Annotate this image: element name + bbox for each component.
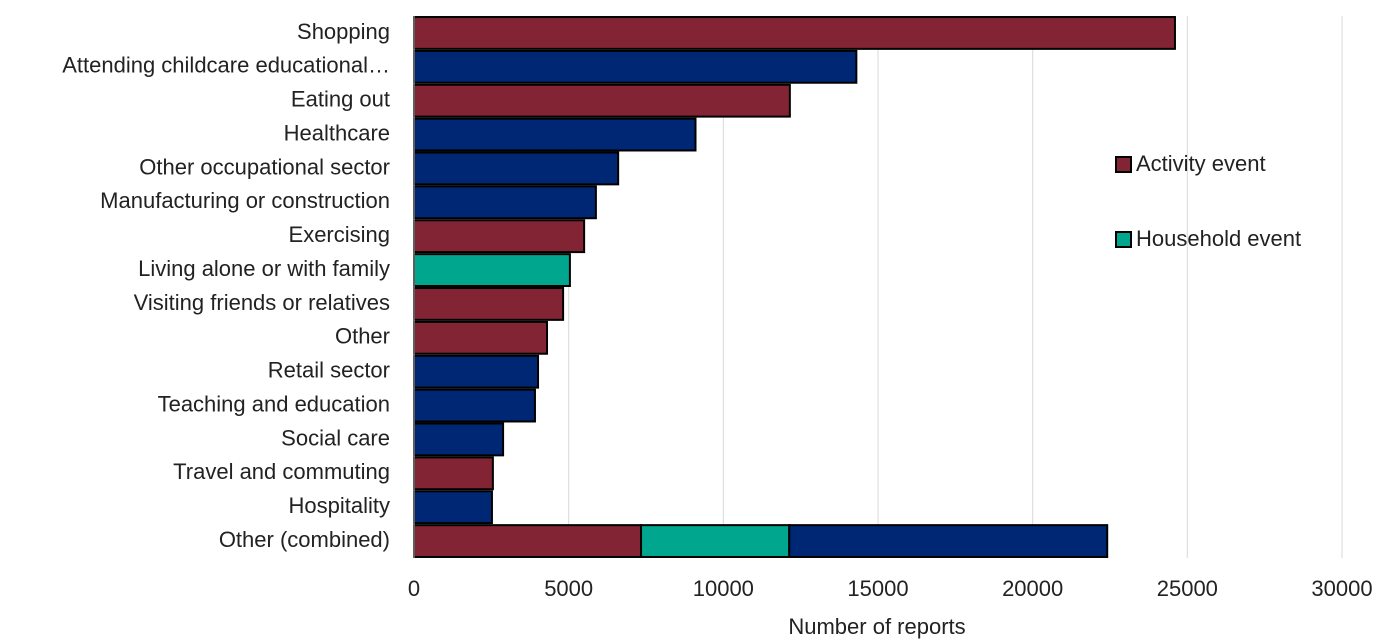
legend-label: Household event bbox=[1136, 226, 1301, 251]
y-tick-label: Eating out bbox=[291, 87, 390, 112]
bar-segment bbox=[640, 524, 791, 558]
bar-segment bbox=[788, 524, 1109, 558]
y-tick-label: Shopping bbox=[297, 19, 390, 44]
x-tick-label: 5000 bbox=[544, 576, 593, 601]
bar-segment bbox=[413, 354, 540, 389]
bar-segment bbox=[413, 117, 697, 152]
y-tick-label: Living alone or with family bbox=[138, 256, 390, 281]
y-tick-label: Travel and commuting bbox=[173, 459, 390, 484]
bar-segment bbox=[413, 253, 571, 287]
y-tick-label: Exercising bbox=[289, 222, 390, 247]
bar-segment bbox=[413, 524, 643, 558]
bar-segment bbox=[413, 16, 1176, 50]
bar-segment bbox=[413, 83, 791, 118]
y-tick-label: Manufacturing or construction bbox=[100, 188, 390, 213]
bar-segment bbox=[413, 422, 505, 457]
bar-segment bbox=[413, 49, 858, 84]
bar-segment bbox=[413, 287, 565, 321]
legend-swatch bbox=[1115, 156, 1132, 173]
x-axis-title: Number of reports bbox=[788, 614, 965, 639]
x-tick-label: 0 bbox=[408, 576, 420, 601]
legend-label: Activity event bbox=[1136, 151, 1266, 176]
x-tick-label: 15000 bbox=[847, 576, 908, 601]
y-tick-label: Other bbox=[335, 324, 390, 349]
y-tick-label: Teaching and education bbox=[158, 391, 390, 416]
bar-segment bbox=[413, 320, 549, 355]
x-tick-label: 20000 bbox=[1002, 576, 1063, 601]
x-tick-label: 10000 bbox=[693, 576, 754, 601]
bar-segment bbox=[413, 151, 620, 186]
legend-swatch bbox=[1115, 231, 1132, 248]
y-tick-label: Healthcare bbox=[284, 120, 390, 145]
y-tick-label: Retail sector bbox=[268, 358, 390, 383]
bar-segment bbox=[413, 388, 536, 423]
x-tick-label: 30000 bbox=[1311, 576, 1372, 601]
x-tick-label: 25000 bbox=[1157, 576, 1218, 601]
bar-segment bbox=[413, 219, 586, 254]
bar-segment bbox=[413, 185, 597, 220]
y-tick-label: Other (combined) bbox=[219, 527, 390, 552]
y-tick-label: Attending childcare educational… bbox=[62, 53, 390, 78]
y-tick-label: Hospitality bbox=[289, 493, 390, 518]
y-tick-label: Other occupational sector bbox=[139, 154, 390, 179]
bar-segment bbox=[413, 490, 493, 525]
y-tick-label: Social care bbox=[281, 425, 390, 450]
y-tick-label: Visiting friends or relatives bbox=[134, 290, 390, 315]
bar-segment bbox=[413, 456, 494, 491]
